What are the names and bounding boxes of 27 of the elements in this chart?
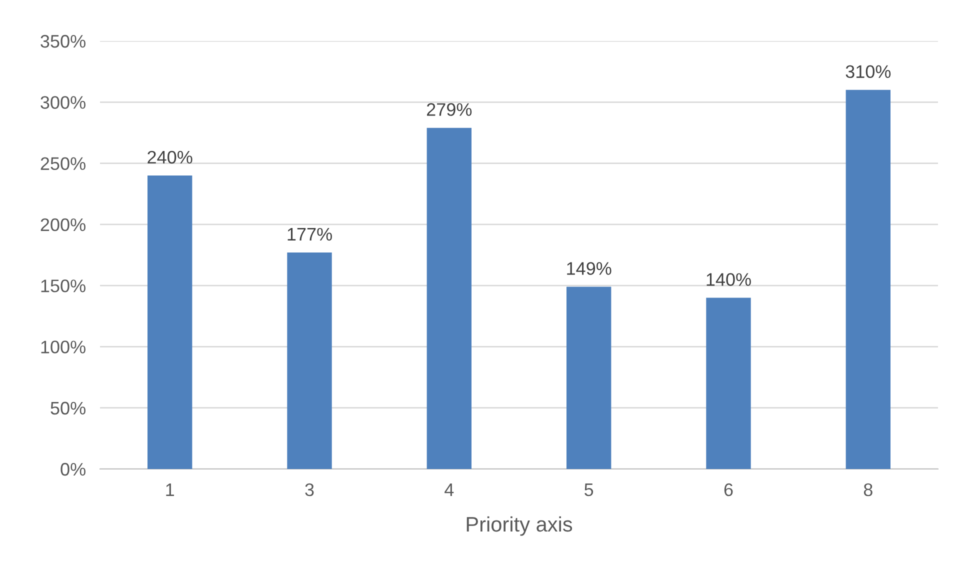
y-tick-label: 200% (40, 218, 86, 232)
data-label: 310% (846, 65, 891, 78)
x-tick-label: 6 (724, 483, 733, 496)
bar (147, 176, 192, 469)
x-tick-label: 1 (166, 484, 174, 496)
y-tick-label: 300% (40, 96, 86, 109)
bar (566, 286, 612, 469)
x-tick-label: 8 (864, 483, 872, 496)
x-tick-label: 5 (584, 484, 594, 496)
x-axis-title: Priority axis (466, 516, 572, 536)
y-tick-label: 0% (60, 462, 86, 476)
y-tick-label: 150% (41, 280, 86, 292)
y-tick-label: 250% (40, 157, 86, 170)
data-label: 279% (426, 103, 472, 116)
data-label: 240% (148, 150, 192, 164)
x-tick-label: 3 (305, 483, 314, 496)
x-tick-label: 4 (444, 484, 454, 496)
bar (426, 128, 472, 469)
y-tick-label: 50% (50, 402, 86, 415)
y-tick-label: 100% (41, 340, 86, 354)
bar (846, 90, 891, 469)
data-label: 140% (706, 273, 751, 286)
data-label: 149% (567, 262, 612, 275)
bar (706, 298, 751, 469)
data-label: 177% (288, 228, 332, 241)
y-tick-label: 350% (40, 34, 86, 48)
bar (287, 252, 332, 469)
